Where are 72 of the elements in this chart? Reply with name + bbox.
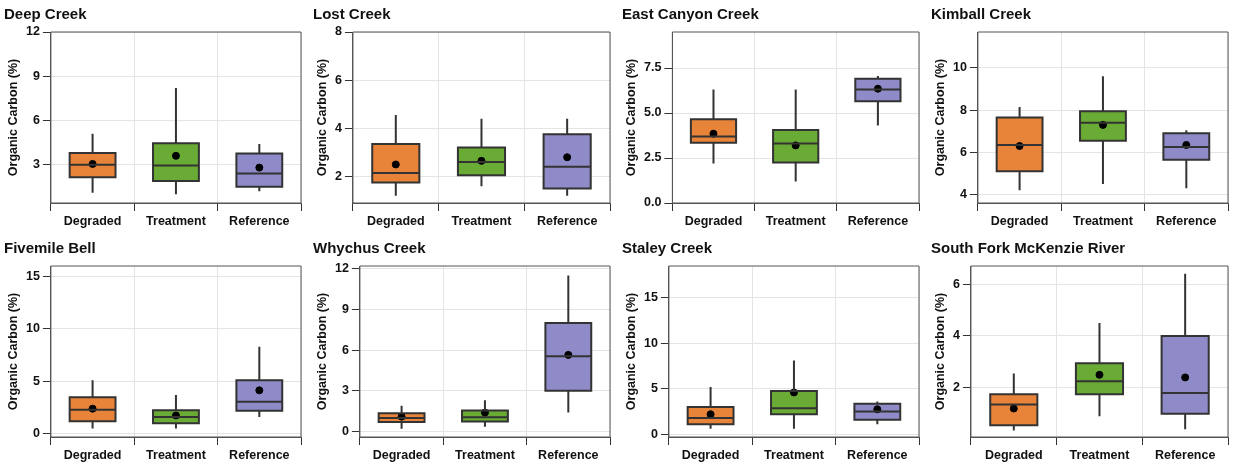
x-tick-label: Treatment [146,213,207,228]
y-axis-title: Organic Carbon (%) [932,58,947,177]
y-tick-label: 7.5 [643,60,662,75]
y-tick-label: 6 [32,112,40,127]
x-tick-label: Reference [847,213,909,228]
y-tick-label: 0.0 [643,195,662,210]
x-tick-label: Treatment [455,447,516,462]
chart-title: Kimball Creek [931,5,1032,23]
x-tick-label: Treatment [1069,447,1131,462]
x-tick-label: Degraded [990,213,1049,228]
y-axis-title: Organic Carbon (%) [623,58,638,177]
y-tick-label: 8 [959,102,967,117]
y-tick-label: 12 [335,261,349,276]
chart-title: South Fork McKenzie River [931,239,1126,257]
y-tick-label: 15 [26,268,40,283]
y-tick-label: 9 [341,301,349,316]
y-tick-label: 6 [953,276,960,291]
x-tick-label: Reference [229,447,290,462]
x-tick-label: Degraded [984,447,1043,462]
y-tick-label: 2 [335,168,342,183]
y-tick-label: 6 [341,342,349,357]
y-axis-title: Organic Carbon (%) [314,58,329,177]
x-tick-label: Treatment [764,447,825,462]
y-tick-label: 4 [335,120,342,135]
y-axis-title: Organic Carbon (%) [5,292,20,411]
y-tick-label: 5 [32,373,40,388]
y-tick-label: 10 [953,60,967,75]
x-tick-label: Reference [536,213,598,228]
y-tick-label: 5 [650,381,658,396]
chart-title: Fivemile Bell [4,239,96,257]
y-tick-label: 3 [32,157,40,172]
y-tick-label: 2.5 [643,150,662,165]
y-tick-label: 3 [341,383,349,398]
x-tick-label: Reference [1156,213,1217,228]
x-tick-label: Reference [229,213,290,228]
x-tick-label: Reference [538,447,599,462]
y-tick-label: 6 [335,72,342,87]
chart-title: East Canyon Creek [622,5,760,23]
chart-title: Whychus Creek [313,239,427,257]
chart-title: Lost Creek [313,5,392,23]
chart-title: Staley Creek [622,239,713,257]
y-tick-label: 6 [959,144,967,159]
y-tick-label: 10 [644,335,658,350]
x-tick-label: Reference [847,447,908,462]
y-axis-title: Organic Carbon (%) [623,292,638,411]
x-tick-label: Degraded [63,447,122,462]
x-tick-label: Treatment [146,447,207,462]
y-tick-label: 15 [644,290,658,305]
x-tick-label: Treatment [765,213,827,228]
x-tick-label: Treatment [451,213,513,228]
y-tick-label: 0 [650,426,658,441]
y-tick-label: 10 [26,321,40,336]
y-axis-title: Organic Carbon (%) [5,58,20,177]
x-tick-label: Degraded [681,447,740,462]
chart-title: Deep Creek [4,5,88,23]
y-tick-label: 4 [953,328,960,343]
y-tick-label: 8 [335,24,342,39]
y-tick-label: 2 [953,380,960,395]
y-tick-label: 12 [26,24,40,39]
x-tick-label: Treatment [1073,213,1134,228]
y-tick-label: 0 [341,424,349,439]
x-tick-label: Reference [1154,447,1216,462]
y-tick-label: 5.0 [643,105,662,120]
y-axis-title: Organic Carbon (%) [314,292,329,411]
y-tick-label: 4 [959,187,967,202]
y-axis-title: Organic Carbon (%) [932,292,947,411]
x-tick-label: Degraded [366,213,425,228]
y-tick-label: 0 [32,426,40,441]
x-tick-label: Degraded [372,447,431,462]
y-tick-label: 9 [32,68,40,83]
x-tick-label: Degraded [684,213,743,228]
x-tick-label: Degraded [63,213,122,228]
